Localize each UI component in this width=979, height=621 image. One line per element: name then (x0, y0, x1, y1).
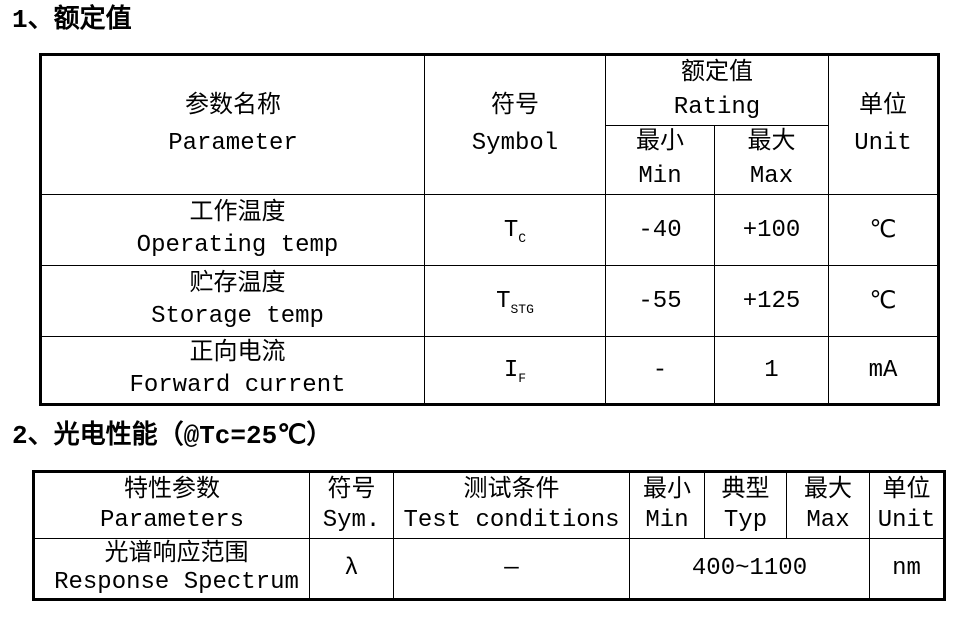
row-storage-temp-name: 贮存温度 Storage temp (40, 265, 425, 337)
table-row: 光谱响应范围 Response Spectrum λ — 400~1100 nm (33, 538, 945, 600)
header-max: 最大 Max (713, 125, 830, 195)
header-test-conditions-en: Test conditions (403, 506, 620, 534)
row-response-spectrum-range: 400~1100 (629, 538, 870, 600)
ratings-table: 参数名称 Parameter 符号 Symbol 额定值 Rating 单位 U… (39, 53, 941, 406)
header-unit-en: Unit (877, 506, 936, 534)
row-forward-current-max: 1 (713, 336, 830, 405)
header-max-en: Max (749, 163, 794, 190)
row-forward-current-min: - (605, 336, 715, 405)
header-min: 最小 Min (605, 125, 715, 195)
param-en: Response Spectrum (54, 568, 299, 596)
header-min-en: Min (645, 506, 689, 534)
row-forward-current-unit: mA (828, 336, 940, 405)
header-min-zh: 最小 (643, 476, 691, 504)
table-header-row: 特性参数 Parameters 符号 Sym. 测试条件 Test condit… (33, 471, 945, 539)
symbol-base: T (496, 287, 511, 315)
header-max: 最大 Max (786, 471, 870, 539)
symbol-subscript: C (518, 230, 527, 246)
param-en: Storage temp (151, 303, 324, 330)
header-symbol-zh: 符号 (327, 476, 376, 504)
photoelectric-table: 特性参数 Parameters 符号 Sym. 测试条件 Test condit… (32, 470, 946, 601)
header-max-zh: 最大 (804, 476, 852, 504)
param-zh: 工作温度 (189, 200, 286, 227)
param-zh: 光谱响应范围 (104, 540, 249, 568)
row-storage-temp-min: -55 (605, 265, 715, 337)
header-symbol: 符号 Sym. (309, 471, 394, 539)
section1-heading: 1、额定值 (12, 5, 132, 35)
header-parameters: 特性参数 Parameters (33, 471, 310, 539)
header-rating-en: Rating (673, 93, 761, 121)
header-parameters-zh: 特性参数 (124, 476, 220, 504)
header-symbol: 符号 Symbol (424, 54, 606, 195)
row-operating-temp-unit: ℃ (828, 194, 940, 266)
table-row: 工作温度 Operating temp TC -40 +100 ℃ (40, 194, 940, 266)
symbol-subscript: STG (510, 301, 534, 317)
row-response-spectrum-symbol: λ (309, 538, 394, 600)
row-operating-temp-max: +100 (713, 194, 830, 266)
table-row: 正向电流 Forward current IF - 1 mA (40, 336, 940, 405)
row-operating-temp-name: 工作温度 Operating temp (40, 194, 425, 266)
header-unit-zh: 单位 (859, 93, 908, 120)
header-max-en: Max (806, 506, 850, 534)
header-rating-zh: 额定值 (681, 59, 753, 87)
header-typ: 典型 Typ (704, 471, 787, 539)
table-row: 贮存温度 Storage temp TSTG -55 +125 ℃ (40, 265, 940, 337)
header-rating: 额定值 Rating (604, 54, 830, 126)
row-forward-current-symbol: IF (424, 336, 606, 405)
param-en: Forward current (129, 372, 346, 399)
header-unit: 单位 Unit (869, 471, 945, 539)
header-parameter: 参数名称 Parameter (40, 54, 425, 195)
header-typ-zh: 典型 (721, 476, 770, 504)
header-symbol-en: Sym. (322, 506, 381, 534)
row-response-spectrum-name: 光谱响应范围 Response Spectrum (33, 538, 310, 600)
symbol-base: T (503, 216, 519, 244)
header-unit-en: Unit (854, 130, 912, 157)
row-response-spectrum-unit: nm (869, 538, 945, 600)
header-test-conditions: 测试条件 Test conditions (393, 471, 630, 539)
row-storage-temp-symbol: TSTG (424, 265, 606, 337)
header-symbol-en: Symbol (471, 130, 559, 157)
header-max-zh: 最大 (747, 129, 796, 156)
header-typ-en: Typ (723, 506, 768, 534)
header-test-conditions-zh: 测试条件 (463, 476, 560, 504)
row-storage-temp-unit: ℃ (828, 265, 940, 337)
row-response-spectrum-condition: — (393, 538, 630, 600)
header-parameter-en: Parameter (168, 130, 298, 157)
row-operating-temp-min: -40 (605, 194, 715, 266)
row-forward-current-name: 正向电流 Forward current (40, 336, 425, 405)
symbol-base: I (503, 356, 519, 384)
header-parameter-zh: 参数名称 (185, 93, 281, 120)
header-unit: 单位 Unit (828, 54, 940, 195)
header-unit-zh: 单位 (882, 476, 931, 504)
row-operating-temp-symbol: TC (424, 194, 606, 266)
table-header-row: 参数名称 Parameter 符号 Symbol 额定值 Rating 单位 U… (40, 54, 940, 195)
symbol-subscript: F (518, 370, 527, 386)
row-storage-temp-max: +125 (713, 265, 830, 337)
param-zh: 贮存温度 (189, 271, 286, 298)
header-symbol-zh: 符号 (491, 93, 539, 120)
header-min-zh: 最小 (636, 129, 684, 156)
header-min-en: Min (638, 163, 682, 190)
section2-heading: 2、光电性能（@Tc=25℃） (12, 421, 333, 451)
param-en: Operating temp (136, 232, 339, 259)
header-min: 最小 Min (629, 471, 705, 539)
header-parameters-en: Parameters (99, 506, 245, 534)
param-zh: 正向电流 (189, 340, 286, 367)
